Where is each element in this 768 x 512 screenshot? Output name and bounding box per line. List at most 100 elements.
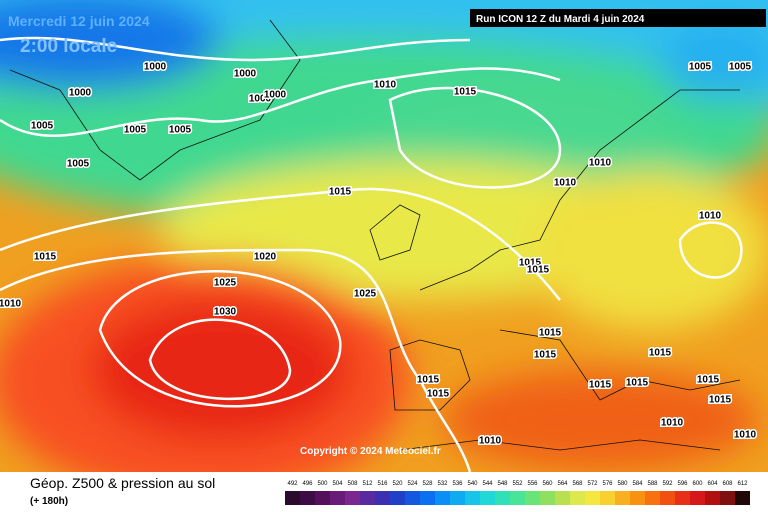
legend-lead: (+ 180h)	[30, 496, 68, 507]
scale-label: 504	[332, 481, 343, 487]
scale-swatch	[645, 491, 660, 505]
scale-label: 520	[392, 481, 403, 487]
scale-swatch	[555, 491, 570, 505]
isobar-label: 1005	[124, 125, 147, 136]
scale-label: 596	[677, 481, 688, 487]
isobar-label: 1010	[554, 178, 577, 189]
scale-label: 588	[647, 481, 658, 487]
isobar-label: 1005	[729, 62, 752, 73]
color-scale: 492 496 500 504 508 512 516 520 524 528 532 536 540 5…	[285, 481, 750, 505]
isobar-label: 1000	[234, 69, 257, 80]
scale-label: 572	[587, 481, 598, 487]
scale-label: 524	[407, 481, 418, 487]
isobar-label: 1010	[734, 430, 757, 441]
scale-label: 608	[722, 481, 733, 487]
scale-label: 500	[317, 481, 328, 487]
isobar-label: 1000	[249, 94, 272, 105]
scale-label: 496	[302, 481, 313, 487]
isobar-label: 1010	[699, 211, 722, 222]
scale-label: 516	[377, 481, 388, 487]
scale-label: 580	[617, 481, 628, 487]
isobar-label: 1015	[626, 378, 649, 389]
scale-swatch	[615, 491, 630, 505]
scale-swatch	[375, 491, 390, 505]
scale-swatch	[675, 491, 690, 505]
scale-label: 512	[362, 481, 373, 487]
scale-swatch	[300, 491, 315, 505]
map-time: 2:00 locale	[20, 36, 117, 57]
scale-swatch	[465, 491, 480, 505]
scale-swatch	[285, 491, 300, 505]
isobar-label: 1015	[417, 375, 440, 386]
scale-swatch	[660, 491, 675, 505]
scale-swatch	[450, 491, 465, 505]
scale-swatch	[510, 491, 525, 505]
isobar-label: 1015	[539, 328, 562, 339]
scale-swatch	[630, 491, 645, 505]
scale-swatch	[705, 491, 720, 505]
isobar-label: 1015	[519, 258, 542, 269]
isobar-label: 1015	[34, 252, 57, 263]
isobar-label: 1010	[479, 436, 502, 447]
scale-swatch	[390, 491, 405, 505]
scale-swatch	[435, 491, 450, 505]
isobars	[0, 36, 743, 473]
isobar-label: 1010	[374, 80, 397, 91]
copyright: Copyright © 2024 Meteociel.fr	[300, 446, 441, 457]
isobar-label: 1025	[214, 278, 237, 289]
isobar-label: 1015	[697, 375, 720, 386]
isobar-label: 1005	[31, 121, 54, 132]
scale-label: 564	[557, 481, 568, 487]
scale-swatch	[585, 491, 600, 505]
scale-label: 508	[347, 481, 358, 487]
scale-label: 540	[467, 481, 478, 487]
isobar-label: 1015	[649, 348, 672, 359]
scale-swatch	[360, 491, 375, 505]
scale-label: 560	[542, 481, 553, 487]
scale-label: 584	[632, 481, 643, 487]
isobar-label: 1000	[69, 88, 92, 99]
scale-swatch	[690, 491, 705, 505]
scale-label: 592	[662, 481, 673, 487]
scale-label: 552	[512, 481, 523, 487]
scale-label: 604	[707, 481, 718, 487]
isobar-label: 1015	[534, 350, 557, 361]
isobar-label: 1015	[427, 389, 450, 400]
isobar-label: 1000	[144, 62, 167, 73]
legend-title: Géop. Z500 & pression au sol	[30, 475, 215, 491]
run-info: Run ICON 12 Z du Mardi 4 juin 2024	[476, 14, 645, 25]
scale-label: 528	[422, 481, 433, 487]
scale-label: 556	[527, 481, 538, 487]
scale-label: 544	[482, 481, 493, 487]
isobar-label: 1010	[661, 418, 684, 429]
scale-label: 536	[452, 481, 463, 487]
scale-swatch	[495, 491, 510, 505]
isobar-label: 1030	[214, 307, 237, 318]
scale-swatch	[525, 491, 540, 505]
scale-swatch	[720, 491, 735, 505]
scale-swatch	[420, 491, 435, 505]
scale-swatch	[315, 491, 330, 505]
isobar-label: 1010	[589, 158, 612, 169]
scale-label: 492	[287, 481, 298, 487]
scale-swatch	[405, 491, 420, 505]
isobar-label: 1015	[527, 265, 550, 276]
map-date: Mercredi 12 juin 2024	[8, 13, 150, 29]
isobar-label: 1005	[169, 125, 192, 136]
isobar-label: 1020	[254, 252, 277, 263]
isobar-label: 1000	[264, 90, 287, 101]
isobar-label: 1010	[0, 299, 22, 310]
isobar-label: 1005	[67, 159, 90, 170]
scale-label: 600	[692, 481, 703, 487]
scale-swatch	[540, 491, 555, 505]
scale-label: 532	[437, 481, 448, 487]
isobar-label: 1015	[454, 87, 477, 98]
isobar-label: 1015	[709, 395, 732, 406]
isobar-label: 1015	[329, 187, 352, 198]
isobar-label: 1025	[354, 289, 377, 300]
run-box	[470, 9, 766, 27]
isobar-label: 1005	[689, 62, 712, 73]
scale-label: 612	[737, 481, 748, 487]
